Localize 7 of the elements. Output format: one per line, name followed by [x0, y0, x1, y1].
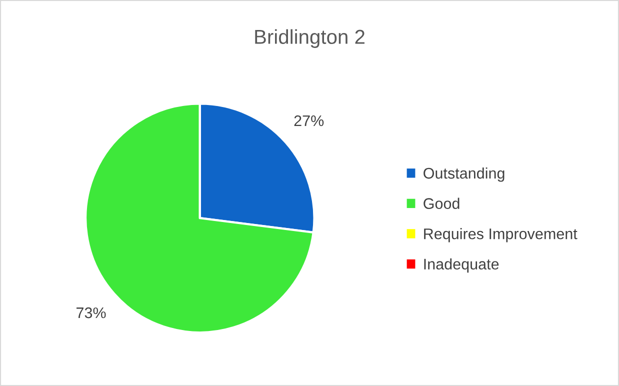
data-label: 27% — [294, 115, 324, 126]
chart-title: Bridlington 2 — [255, 29, 364, 48]
legend-label: Requires Improvement — [424, 228, 578, 242]
legend-label: Inadequate — [424, 258, 499, 273]
legend-label: Outstanding — [424, 167, 504, 182]
legend-label: Good — [424, 198, 460, 209]
data-label: 73% — [76, 307, 106, 318]
